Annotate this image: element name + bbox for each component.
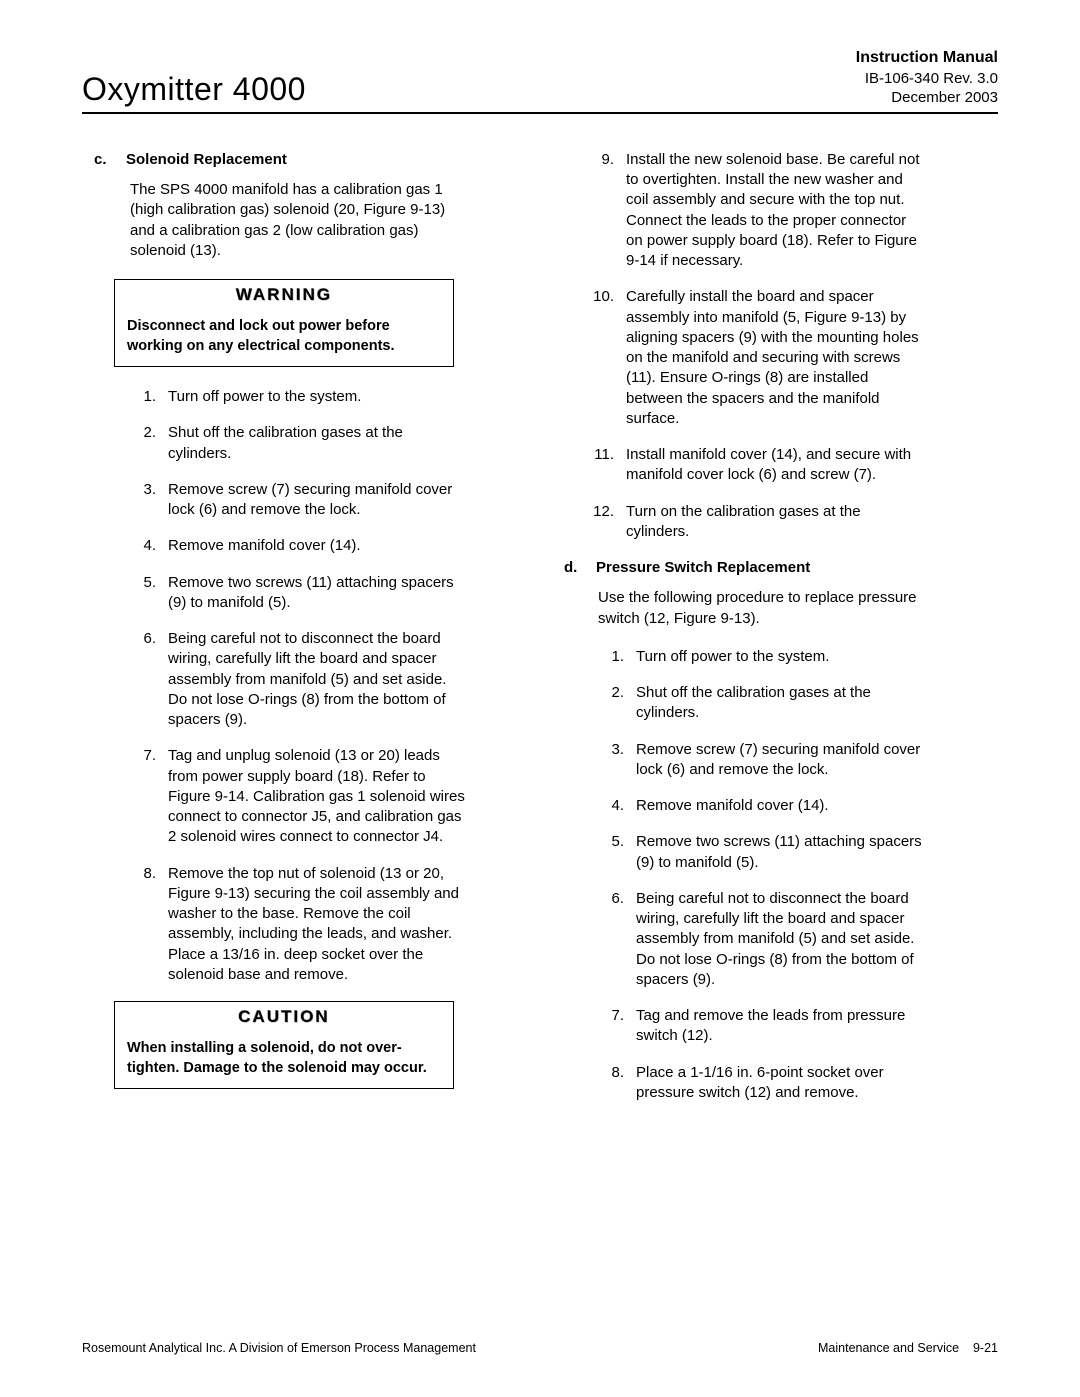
list-item: 8. Place a 1-1/16 in. 6-point socket over… — [602, 1063, 998, 1104]
footer-left: Rosemount Analytical Inc. A Division of … — [82, 1341, 476, 1355]
warning-box: WARNING Disconnect and lock out power be… — [114, 279, 454, 367]
doc-number: IB-106-340 Rev. 3.0 — [856, 69, 998, 89]
step-text: Shut off the calibration gases at the cy… — [636, 683, 936, 724]
steps-d-list: 1. Turn off power to the system. 2. Shut of… — [602, 647, 998, 1103]
column-right: 9.Install the new solenoid base. Be care… — [564, 150, 998, 1119]
list-item: 5. Remove two screws (11) attaching space… — [134, 573, 516, 614]
step-number: 3. — [602, 740, 624, 781]
list-item: 11. Install manifold cover (14), and secu… — [592, 445, 998, 486]
step-text: Being careful not to disconnect the boar… — [636, 889, 936, 990]
caution-label: CAUTION — [238, 1007, 329, 1026]
list-item: 8.Remove the top nut of solenoid (13 or … — [134, 864, 516, 986]
step-number: 8. — [602, 1063, 624, 1104]
list-item: 2. Shut off the calibration gases at the … — [134, 423, 516, 464]
step-text: Being careful not to disconnect the boar… — [168, 629, 468, 730]
step-text: Carefully install the board and spacer a… — [626, 287, 926, 429]
list-item: 7. Tag and remove the leads from pressure… — [602, 1006, 998, 1047]
warning-header: WARNING — [115, 280, 453, 311]
step-text: Remove manifold cover (14). — [168, 536, 468, 556]
step-text: Remove screw (7) securing manifold cover… — [168, 480, 468, 521]
footer-right: Maintenance and Service 9-21 — [818, 1341, 998, 1355]
section-d-letter: d. — [564, 558, 582, 578]
list-item: 12. Turn on the calibration gases at the … — [592, 502, 998, 543]
list-item: 3. Remove screw (7) securing manifold cov… — [134, 480, 516, 521]
product-title: Oxymitter 4000 — [82, 71, 306, 108]
step-number: 7. — [134, 746, 156, 847]
step-text: Remove two screws (11) attaching spacers… — [636, 832, 936, 873]
step-number: 10. — [592, 287, 614, 429]
caution-text: When installing a solenoid, do not over-… — [115, 1033, 453, 1088]
page-header: Oxymitter 4000 Instruction Manual IB-106… — [82, 48, 998, 114]
content-columns: c. Solenoid Replacement The SPS 4000 man… — [82, 150, 998, 1119]
list-item: 2. Shut off the calibration gases at the … — [602, 683, 998, 724]
step-text: Turn on the calibration gases at the cyl… — [626, 502, 926, 543]
footer-page: 9-21 — [973, 1341, 998, 1355]
step-number: 11. — [592, 445, 614, 486]
step-number: 9. — [592, 150, 614, 272]
list-item: 1. Turn off power to the system. — [134, 387, 516, 407]
step-number: 8. — [134, 864, 156, 986]
list-item: 7.Tag and unplug solenoid (13 or 20) lea… — [134, 746, 516, 847]
step-number: 6. — [134, 629, 156, 730]
section-d-intro: Use the following procedure to replace p… — [598, 588, 928, 629]
step-text: Remove manifold cover (14). — [636, 796, 936, 816]
step-text: Tag and remove the leads from pressure s… — [636, 1006, 936, 1047]
list-item: 9.Install the new solenoid base. Be care… — [592, 150, 998, 272]
section-d-title: Pressure Switch Replacement — [596, 558, 810, 578]
list-item: 4. Remove manifold cover (14). — [134, 536, 516, 556]
step-number: 4. — [134, 536, 156, 556]
step-text: Place a 1-1/16 in. 6-point socket over p… — [636, 1063, 936, 1104]
step-text: Install manifold cover (14), and secure … — [626, 445, 926, 486]
step-text: Install the new solenoid base. Be carefu… — [626, 150, 926, 272]
doc-info: Instruction Manual IB-106-340 Rev. 3.0 D… — [856, 48, 998, 108]
section-c-heading: c. Solenoid Replacement — [94, 150, 516, 170]
step-number: 1. — [602, 647, 624, 667]
section-c-letter: c. — [94, 150, 112, 170]
step-number: 7. — [602, 1006, 624, 1047]
column-left: c. Solenoid Replacement The SPS 4000 man… — [82, 150, 516, 1119]
caution-box: CAUTION When installing a solenoid, do n… — [114, 1001, 454, 1089]
step-number: 2. — [134, 423, 156, 464]
step-number: 5. — [134, 573, 156, 614]
step-number: 12. — [592, 502, 614, 543]
step-number: 5. — [602, 832, 624, 873]
manual-title: Instruction Manual — [856, 48, 998, 69]
list-item: 6.Being careful not to disconnect the bo… — [134, 629, 516, 730]
list-item: 6.Being careful not to disconnect the bo… — [602, 889, 998, 990]
warning-text: Disconnect and lock out power before wor… — [115, 311, 453, 366]
warning-label: WARNING — [236, 285, 332, 304]
doc-date: December 2003 — [856, 88, 998, 108]
section-c-intro: The SPS 4000 manifold has a calibration … — [130, 180, 460, 261]
steps-c-cont-list: 9.Install the new solenoid base. Be care… — [592, 150, 998, 542]
list-item: 3. Remove screw (7) securing manifold cov… — [602, 740, 998, 781]
step-number: 2. — [602, 683, 624, 724]
step-text: Remove the top nut of solenoid (13 or 20… — [168, 864, 468, 986]
section-d-heading: d. Pressure Switch Replacement — [564, 558, 998, 578]
list-item: 5. Remove two screws (11) attaching space… — [602, 832, 998, 873]
section-c-title: Solenoid Replacement — [126, 150, 287, 170]
step-number: 3. — [134, 480, 156, 521]
step-text: Shut off the calibration gases at the cy… — [168, 423, 468, 464]
step-number: 4. — [602, 796, 624, 816]
step-text: Remove screw (7) securing manifold cover… — [636, 740, 936, 781]
caution-header: CAUTION — [115, 1002, 453, 1033]
steps-c-list: 1. Turn off power to the system. 2. Shut of… — [134, 387, 516, 985]
step-text: Remove two screws (11) attaching spacers… — [168, 573, 468, 614]
step-text: Turn off power to the system. — [168, 387, 468, 407]
step-text: Turn off power to the system. — [636, 647, 936, 667]
page-footer: Rosemount Analytical Inc. A Division of … — [82, 1341, 998, 1355]
step-number: 6. — [602, 889, 624, 990]
list-item: 4. Remove manifold cover (14). — [602, 796, 998, 816]
list-item: 1. Turn off power to the system. — [602, 647, 998, 667]
step-text: Tag and unplug solenoid (13 or 20) leads… — [168, 746, 468, 847]
footer-section: Maintenance and Service — [818, 1341, 959, 1355]
list-item: 10. Carefully install the board and space… — [592, 287, 998, 429]
step-number: 1. — [134, 387, 156, 407]
